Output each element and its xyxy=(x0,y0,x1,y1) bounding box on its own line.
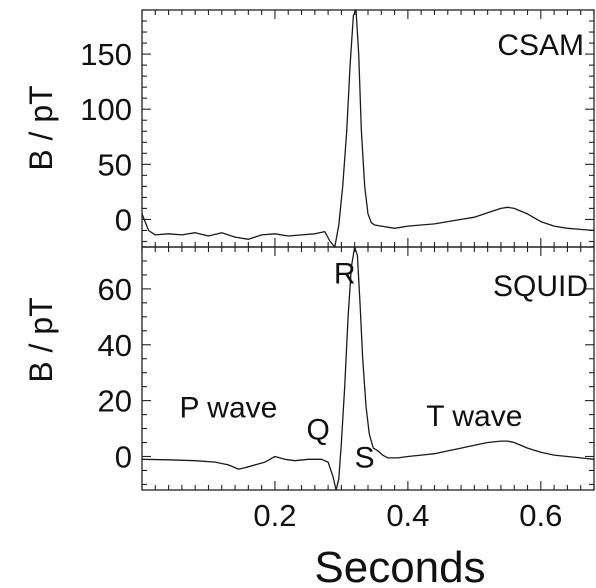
squid-trace xyxy=(141,246,595,491)
wave-annotation: T wave xyxy=(426,400,522,433)
y-tick-label: 0 xyxy=(115,202,132,237)
squid-panel-title: SQUID xyxy=(493,270,588,303)
squid-ticks xyxy=(141,246,595,490)
x-tick-label: 0.4 xyxy=(386,498,429,533)
squid-y-axis-label: B / pT xyxy=(23,297,59,382)
y-tick-label: 40 xyxy=(98,328,132,363)
csam-panel-title: CSAM xyxy=(497,29,584,62)
squid-annotations: R P wave QS T wave xyxy=(179,257,522,474)
x-axis-label: Seconds xyxy=(314,543,485,588)
y-tick-label: 50 xyxy=(98,147,132,182)
csam-tick-labels: 0 50 100 150 xyxy=(80,37,132,237)
squid-tick-labels: 0 20 40 60 0.2 0.4 0.6 xyxy=(98,272,563,533)
wave-annotation: Q xyxy=(306,414,329,447)
wave-annotation: S xyxy=(355,442,375,475)
csam-y-axis-label: B / pT xyxy=(23,85,59,170)
y-tick-label: 150 xyxy=(80,37,132,72)
csam-trace xyxy=(141,9,595,248)
x-tick-label: 0.2 xyxy=(253,498,296,533)
x-tick-label: 0.6 xyxy=(519,498,562,533)
y-tick-label: 60 xyxy=(98,272,132,307)
y-tick-label: 0 xyxy=(115,439,132,474)
squid-panel: 0 20 40 60 0.2 0.4 0.6 SQUID B / pT R P wave QS T… xyxy=(23,246,595,533)
wave-annotation: P wave xyxy=(179,391,277,424)
y-tick-label: 100 xyxy=(80,92,132,127)
csam-panel: 0 50 100 150 CSAM B / pT xyxy=(23,9,595,248)
wave-annotation: R xyxy=(334,257,356,290)
y-tick-label: 20 xyxy=(98,384,132,419)
